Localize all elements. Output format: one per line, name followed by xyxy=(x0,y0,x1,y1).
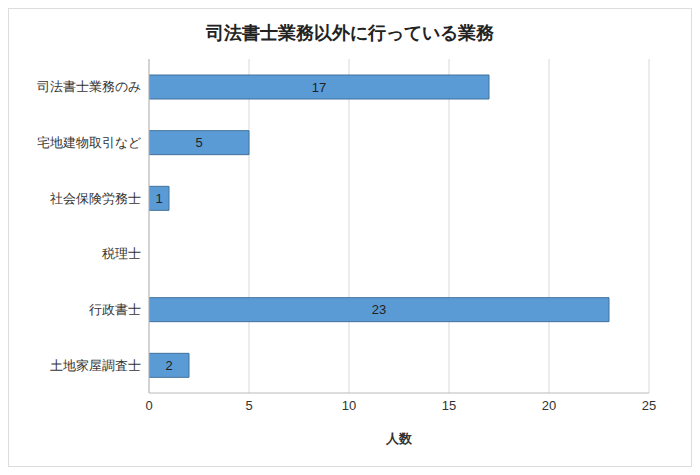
svg-text:5: 5 xyxy=(195,135,202,150)
svg-text:23: 23 xyxy=(372,302,386,317)
svg-text:人数: 人数 xyxy=(385,431,413,446)
svg-text:司法書士業務のみ: 司法書士業務のみ xyxy=(37,79,141,94)
html-text:司法書士業務以外に行っている業務: 司法書士業務以外に行っている業務 xyxy=(206,23,494,43)
svg-text:税理士: 税理士 xyxy=(102,246,141,261)
svg-text:25: 25 xyxy=(642,398,656,413)
svg-text:0: 0 xyxy=(145,398,152,413)
svg-text:土地家屋調査士: 土地家屋調査士 xyxy=(50,358,141,373)
svg-text:宅地建物取引など: 宅地建物取引など xyxy=(37,135,141,150)
svg-text:20: 20 xyxy=(542,398,556,413)
svg-text:行政書士: 行政書士 xyxy=(89,302,141,317)
svg-text:1: 1 xyxy=(155,191,162,206)
svg-text:社会保険労務士: 社会保険労務士 xyxy=(50,191,141,206)
svg-text:2: 2 xyxy=(165,358,172,373)
svg-text:15: 15 xyxy=(442,398,456,413)
svg-text:5: 5 xyxy=(245,398,252,413)
svg-text:10: 10 xyxy=(342,398,356,413)
svg-text:17: 17 xyxy=(312,80,326,95)
